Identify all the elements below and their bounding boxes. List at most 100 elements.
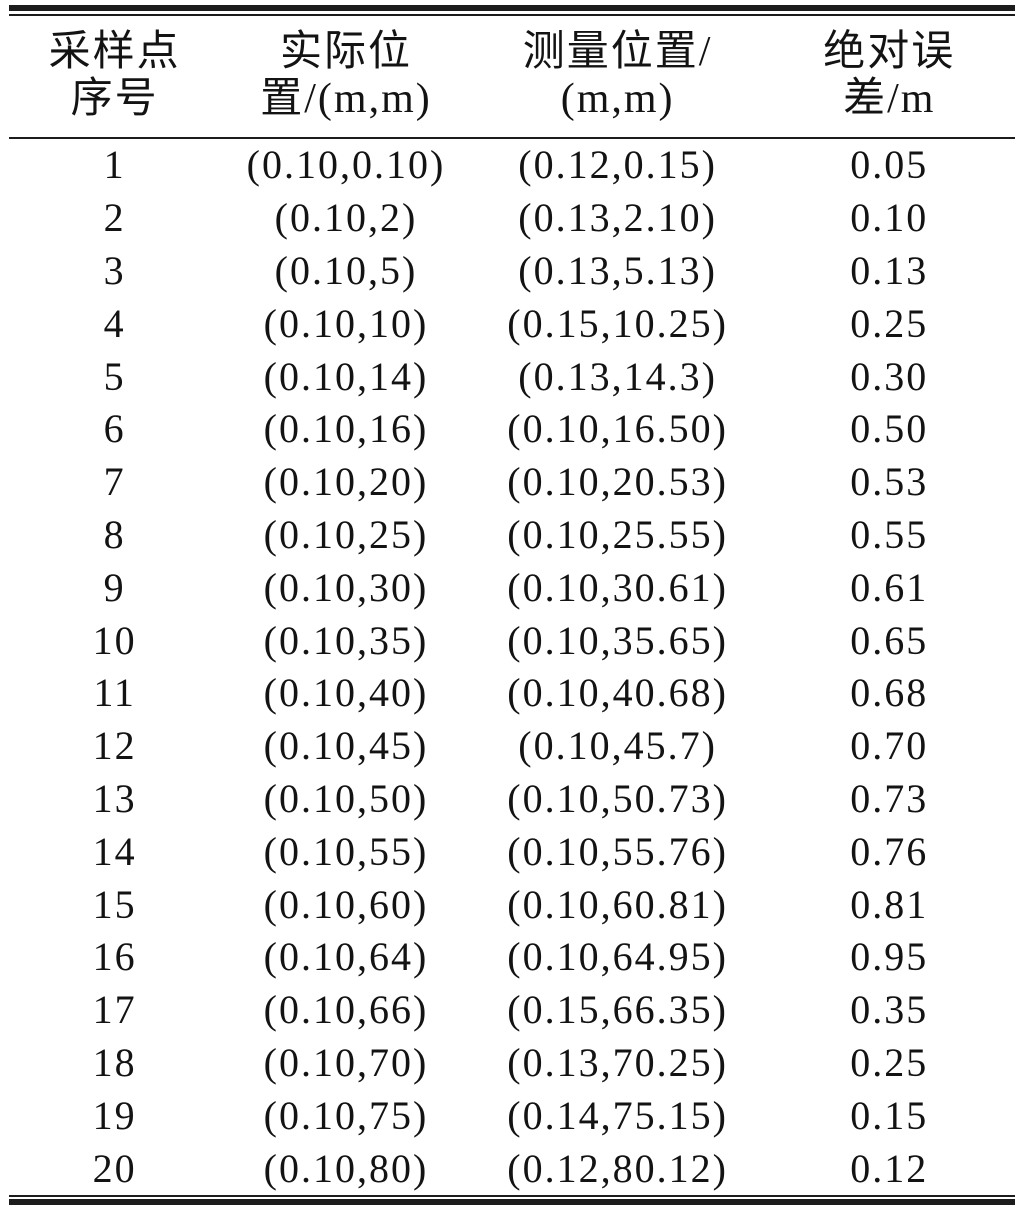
cell-sample-index: 20 xyxy=(92,1145,137,1191)
cell-actual-position: (0.10,14) xyxy=(263,353,429,399)
cell-sample-index: 1 xyxy=(103,142,126,188)
cell-absolute-error: 0.55 xyxy=(850,511,929,557)
cell-measured-position: (0.10,55.76) xyxy=(507,828,728,874)
cell-actual-position: (0.10,20) xyxy=(263,459,429,505)
cell-measured-position: (0.10,35.65) xyxy=(507,617,728,663)
column-header-line: 序号 xyxy=(70,76,159,122)
column-header-line: 测量位置/ xyxy=(522,29,713,75)
cell-absolute-error: 0.61 xyxy=(850,564,929,610)
cell-measured-position: (0.10,30.61) xyxy=(507,564,728,610)
cell-absolute-error: 0.81 xyxy=(850,881,929,927)
column-header-line: 采样点 xyxy=(48,29,181,75)
column-header-line: 绝对误 xyxy=(823,29,956,75)
table-row: 8 (0.10,25) (0.10,25.55) 0.55 xyxy=(9,509,1015,562)
cell-actual-position: (0.10,50) xyxy=(263,775,429,821)
table-top-thick-rule xyxy=(9,5,1015,11)
cell-measured-position: (0.13,70.25) xyxy=(507,1039,728,1085)
cell-absolute-error: 0.73 xyxy=(850,775,929,821)
table-header-row: 采样点 序号 实际位 置/(m,m) 测量位置/ (m,m) 绝对误 差/m xyxy=(9,16,1015,137)
cell-actual-position: (0.10,40) xyxy=(263,670,429,716)
cell-measured-position: (0.10,60.81) xyxy=(507,881,728,927)
cell-measured-position: (0.14,75.15) xyxy=(507,1092,728,1138)
cell-absolute-error: 0.10 xyxy=(850,195,929,241)
cell-sample-index: 8 xyxy=(103,511,126,557)
table-row: 2 (0.10,2) (0.13,2.10) 0.10 xyxy=(9,192,1015,245)
column-header-sample-index: 采样点 序号 xyxy=(9,29,220,123)
cell-absolute-error: 0.30 xyxy=(850,353,929,399)
cell-sample-index: 11 xyxy=(93,670,136,716)
cell-measured-position: (0.10,50.73) xyxy=(507,775,728,821)
cell-sample-index: 15 xyxy=(92,881,137,927)
cell-sample-index: 17 xyxy=(92,987,137,1033)
table-header-separator-rule xyxy=(9,137,1015,139)
table-row: 3 (0.10,5) (0.13,5.13) 0.13 xyxy=(9,245,1015,298)
table-row: 5 (0.10,14) (0.13,14.3) 0.30 xyxy=(9,350,1015,403)
cell-sample-index: 16 xyxy=(92,934,137,980)
table-row: 12 (0.10,45) (0.10,45.7) 0.70 xyxy=(9,720,1015,773)
cell-measured-position: (0.12,0.15) xyxy=(518,142,717,188)
table-row: 16 (0.10,64) (0.10,64.95) 0.95 xyxy=(9,931,1015,984)
cell-actual-position: (0.10,30) xyxy=(263,564,429,610)
cell-absolute-error: 0.65 xyxy=(850,617,929,663)
cell-measured-position: (0.10,64.95) xyxy=(507,934,728,980)
table-row: 19 (0.10,75) (0.14,75.15) 0.15 xyxy=(9,1089,1015,1142)
cell-sample-index: 4 xyxy=(103,300,126,346)
table-row: 14 (0.10,55) (0.10,55.76) 0.76 xyxy=(9,825,1015,878)
cell-actual-position: (0.10,75) xyxy=(263,1092,429,1138)
cell-actual-position: (0.10,5) xyxy=(274,247,418,293)
cell-absolute-error: 0.53 xyxy=(850,459,929,505)
table-row: 6 (0.10,16) (0.10,16.50) 0.50 xyxy=(9,403,1015,456)
cell-absolute-error: 0.25 xyxy=(850,1039,929,1085)
cell-measured-position: (0.10,45.7) xyxy=(518,723,717,769)
table-row: 17 (0.10,66) (0.15,66.35) 0.35 xyxy=(9,984,1015,1037)
cell-absolute-error: 0.12 xyxy=(850,1145,929,1191)
column-header-measured-position: 测量位置/ (m,m) xyxy=(472,29,764,123)
table-bottom-thick-rule xyxy=(9,1198,1015,1205)
cell-actual-position: (0.10,2) xyxy=(274,195,418,241)
table-body: 1 (0.10,0.10) (0.12,0.15) 0.05 2 (0.10,2… xyxy=(9,139,1015,1195)
sampling-error-table: 采样点 序号 实际位 置/(m,m) 测量位置/ (m,m) 绝对误 差/m 1 xyxy=(9,5,1015,1205)
cell-absolute-error: 0.50 xyxy=(850,406,929,452)
cell-sample-index: 5 xyxy=(103,353,126,399)
table-bottom-thin-rule xyxy=(9,1194,1015,1197)
column-header-line: 差/m xyxy=(843,76,936,122)
column-header-absolute-error: 绝对误 差/m xyxy=(763,29,1015,123)
cell-actual-position: (0.10,0.10) xyxy=(246,142,446,188)
cell-actual-position: (0.10,66) xyxy=(263,987,429,1033)
table-row: 15 (0.10,60) (0.10,60.81) 0.81 xyxy=(9,878,1015,931)
table-row: 9 (0.10,30) (0.10,30.61) 0.61 xyxy=(9,561,1015,614)
cell-sample-index: 6 xyxy=(103,406,126,452)
cell-absolute-error: 0.05 xyxy=(850,142,929,188)
column-header-line: 置/(m,m) xyxy=(260,76,432,122)
cell-measured-position: (0.13,2.10) xyxy=(518,195,717,241)
column-header-line: 实际位 xyxy=(279,29,412,75)
table-row: 7 (0.10,20) (0.10,20.53) 0.53 xyxy=(9,456,1015,509)
cell-absolute-error: 0.68 xyxy=(850,670,929,716)
cell-measured-position: (0.15,10.25) xyxy=(507,300,728,346)
cell-sample-index: 14 xyxy=(92,828,137,874)
cell-measured-position: (0.15,66.35) xyxy=(507,987,728,1033)
table-row: 10 (0.10,35) (0.10,35.65) 0.65 xyxy=(9,614,1015,667)
cell-absolute-error: 0.95 xyxy=(850,934,929,980)
table-row: 11 (0.10,40) (0.10,40.68) 0.68 xyxy=(9,667,1015,720)
cell-sample-index: 2 xyxy=(103,195,126,241)
cell-actual-position: (0.10,70) xyxy=(263,1039,429,1085)
cell-sample-index: 10 xyxy=(92,617,137,663)
cell-sample-index: 9 xyxy=(103,564,126,610)
cell-actual-position: (0.10,45) xyxy=(263,723,429,769)
table-row: 18 (0.10,70) (0.13,70.25) 0.25 xyxy=(9,1037,1015,1090)
cell-sample-index: 19 xyxy=(92,1092,137,1138)
table-top-thin-rule xyxy=(9,14,1015,16)
table-row: 1 (0.10,0.10) (0.12,0.15) 0.05 xyxy=(9,139,1015,192)
cell-actual-position: (0.10,55) xyxy=(263,828,429,874)
cell-absolute-error: 0.35 xyxy=(850,987,929,1033)
cell-measured-position: (0.10,16.50) xyxy=(507,406,728,452)
cell-measured-position: (0.10,40.68) xyxy=(507,670,728,716)
cell-actual-position: (0.10,25) xyxy=(263,511,429,557)
cell-absolute-error: 0.70 xyxy=(850,723,929,769)
cell-actual-position: (0.10,16) xyxy=(263,406,429,452)
cell-absolute-error: 0.76 xyxy=(850,828,929,874)
column-header-actual-position: 实际位 置/(m,m) xyxy=(220,29,472,123)
cell-measured-position: (0.13,14.3) xyxy=(518,353,717,399)
